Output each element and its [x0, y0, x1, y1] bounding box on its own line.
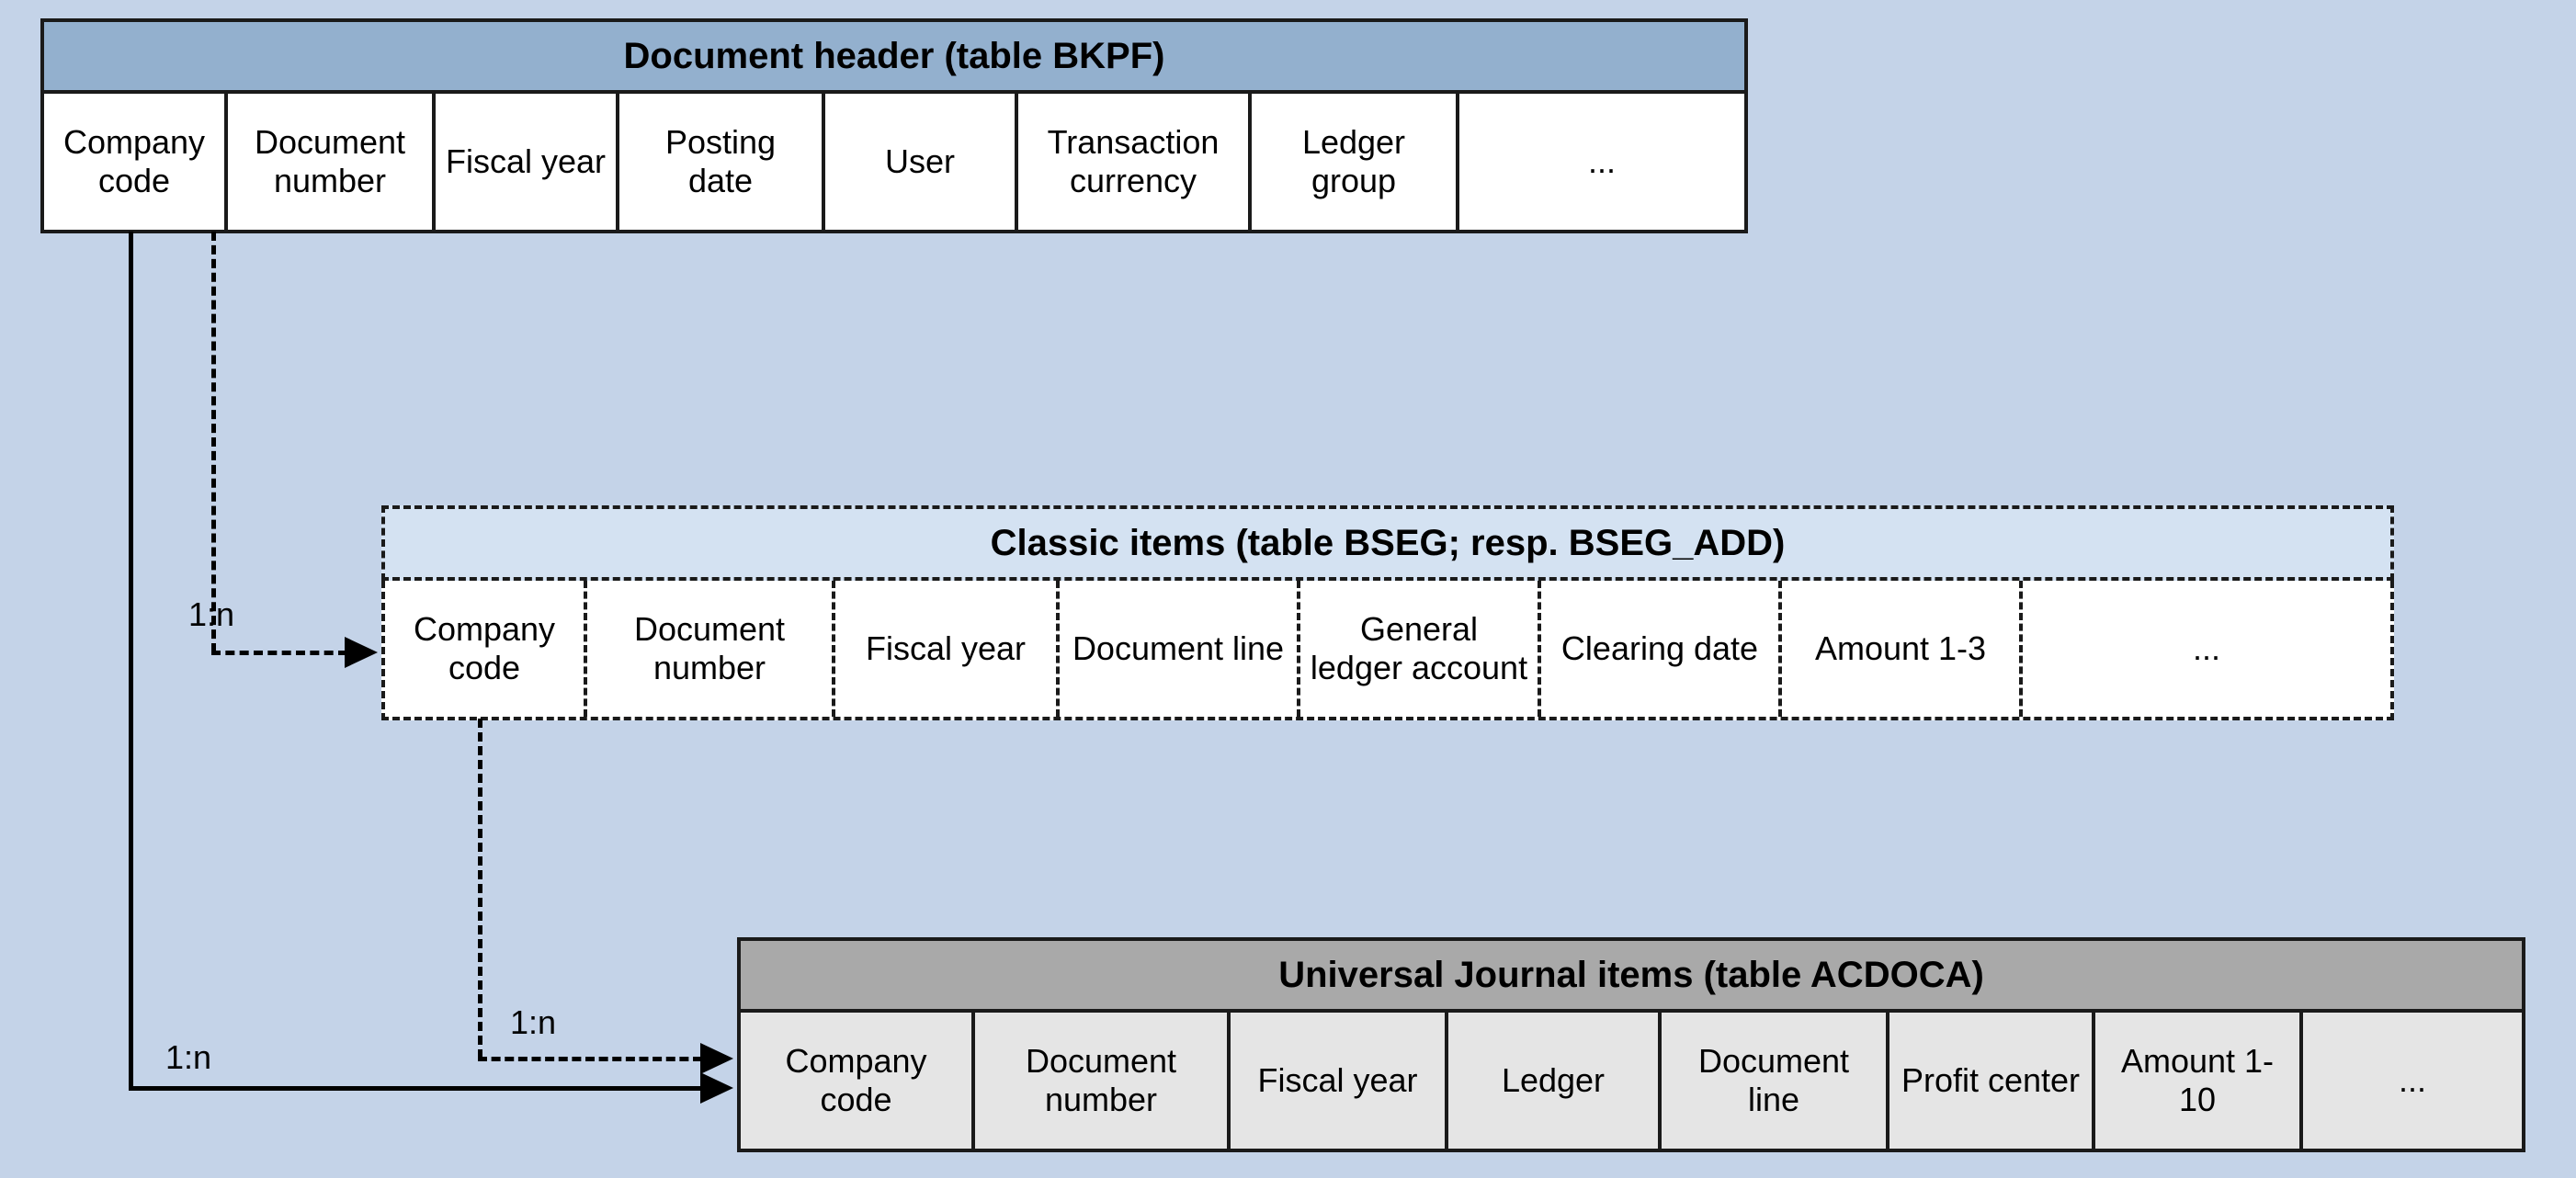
bseg-col-more: ... — [2023, 581, 2390, 717]
arrowhead-bseg-acdoca — [700, 1043, 733, 1074]
label-bkpf-bseg: 1:n — [188, 595, 234, 634]
table-acdoca-header: Universal Journal items (table ACDOCA) — [737, 937, 2525, 1013]
table-bseg-columns: Company code Document number Fiscal year… — [381, 581, 2394, 720]
acdoca-col-profit-center: Profit center — [1889, 1013, 2095, 1149]
table-bseg: Classic items (table BSEG; resp. BSEG_AD… — [381, 505, 2394, 720]
bkpf-col-posting-date: Posting date — [619, 94, 825, 230]
table-acdoca: Universal Journal items (table ACDOCA) C… — [737, 937, 2525, 1152]
acdoca-col-fiscal-year: Fiscal year — [1231, 1013, 1448, 1149]
table-acdoca-columns: Company code Document number Fiscal year… — [737, 1013, 2525, 1152]
bseg-col-clearing-date: Clearing date — [1541, 581, 1782, 717]
acdoca-col-more: ... — [2303, 1013, 2522, 1149]
bkpf-col-user: User — [825, 94, 1018, 230]
arrow-bkpf-bseg-v — [211, 232, 216, 652]
bkpf-col-more: ... — [1459, 94, 1744, 230]
arrow-bkpf-acdoca-h — [129, 1086, 703, 1091]
arrow-bkpf-acdoca-v — [129, 232, 133, 1088]
table-bkpf: Document header (table BKPF) Company cod… — [40, 18, 1748, 233]
arrow-bkpf-bseg-h — [211, 651, 347, 655]
acdoca-col-amount: Amount 1-10 — [2095, 1013, 2303, 1149]
bseg-col-gl-account: General ledger account — [1300, 581, 1541, 717]
acdoca-col-ledger: Ledger — [1448, 1013, 1662, 1149]
bkpf-col-document-number: Document number — [228, 94, 436, 230]
bkpf-col-company-code: Company code — [44, 94, 228, 230]
bseg-col-company-code: Company code — [385, 581, 587, 717]
bseg-col-document-number: Document number — [587, 581, 835, 717]
bseg-col-amount: Amount 1-3 — [1782, 581, 2023, 717]
bkpf-col-ledger-group: Ledger group — [1252, 94, 1459, 230]
table-bkpf-columns: Company code Document number Fiscal year… — [40, 94, 1748, 233]
arrowhead-bkpf-bseg — [345, 637, 378, 668]
label-bkpf-acdoca: 1:n — [165, 1038, 211, 1077]
arrowhead-bkpf-acdoca — [700, 1072, 733, 1104]
bseg-col-document-line: Document line — [1060, 581, 1300, 717]
arrow-bseg-acdoca-v — [478, 719, 482, 1059]
table-bkpf-header: Document header (table BKPF) — [40, 18, 1748, 94]
bkpf-col-fiscal-year: Fiscal year — [436, 94, 619, 230]
acdoca-col-company-code: Company code — [741, 1013, 975, 1149]
label-bseg-acdoca: 1:n — [510, 1003, 556, 1042]
bseg-col-fiscal-year: Fiscal year — [835, 581, 1060, 717]
acdoca-col-document-line: Document line — [1662, 1013, 1889, 1149]
arrow-bseg-acdoca-h — [478, 1057, 702, 1061]
acdoca-col-document-number: Document number — [975, 1013, 1231, 1149]
table-bseg-header: Classic items (table BSEG; resp. BSEG_AD… — [381, 505, 2394, 581]
bkpf-col-transaction-currency: Transaction currency — [1018, 94, 1252, 230]
